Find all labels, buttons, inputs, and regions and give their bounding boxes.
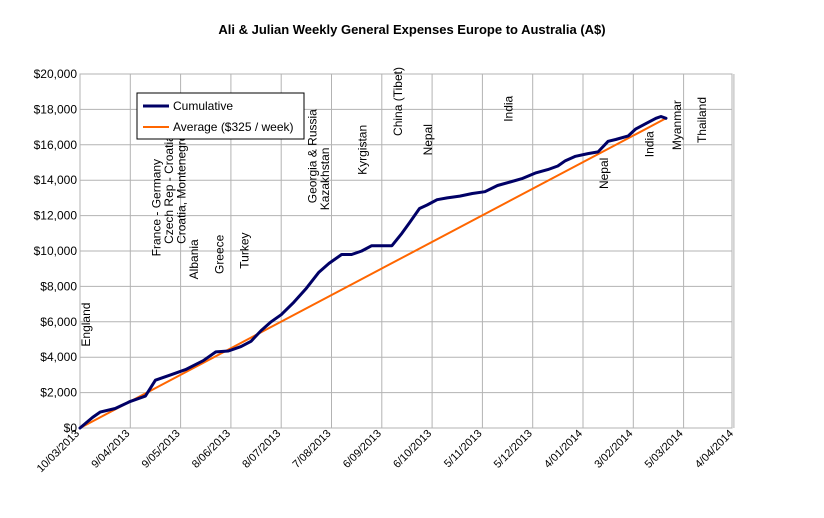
country-label: Czech Rep - Croatia [162, 135, 176, 244]
x-tick-label: 4/01/2014 [542, 428, 585, 471]
chart-title: Ali & Julian Weekly General Expenses Eur… [218, 22, 605, 37]
y-tick-label: $20,000 [34, 67, 78, 81]
x-tick-label: 10/03/2013 [35, 428, 82, 475]
y-tick-label: $0 [64, 421, 78, 435]
y-tick-label: $10,000 [34, 244, 78, 258]
x-tick-label: 9/04/2013 [89, 428, 132, 471]
y-tick-label: $16,000 [34, 138, 78, 152]
x-tick-label: 6/09/2013 [341, 428, 384, 471]
country-label: China (Tibet) [391, 67, 405, 136]
legend: Cumulative Average ($325 / week) [136, 92, 305, 140]
country-label: Kazakhstan [318, 148, 332, 211]
y-tick-label: $6,000 [40, 315, 77, 329]
country-label: Kyrgistan [356, 125, 370, 175]
average-line [79, 117, 667, 429]
x-tick-label: 8/06/2013 [190, 428, 233, 471]
country-label: India [502, 95, 516, 121]
x-tick-label: 5/03/2014 [643, 428, 686, 471]
x-tick-label: 7/08/2013 [291, 428, 334, 471]
x-tick-label: 6/10/2013 [391, 428, 434, 471]
country-label: France - Germany [149, 159, 163, 256]
legend-label-average: Average ($325 / week) [173, 120, 294, 134]
legend-label-cumulative: Cumulative [173, 99, 233, 113]
y-axis: $0 $2,000 $4,000 $6,000 $8,000 $10,000 $12,000… [34, 67, 78, 435]
country-label: Albania [187, 239, 201, 279]
x-tick-label: 9/05/2013 [140, 428, 183, 471]
country-label: Nepal [597, 158, 611, 189]
x-tick-label: 3/02/2014 [592, 428, 635, 471]
country-label: Greece [212, 234, 226, 274]
x-tick-label: 5/12/2013 [492, 428, 535, 471]
y-tick-label: $8,000 [40, 279, 77, 293]
y-tick-label: $14,000 [34, 173, 78, 187]
y-tick-label: $12,000 [34, 209, 78, 223]
x-tick-label: 5/11/2013 [442, 428, 485, 471]
x-tick-label: 8/07/2013 [240, 428, 283, 471]
cumulative-line [78, 115, 668, 430]
country-label: England [79, 303, 93, 347]
y-tick-label: $4,000 [40, 350, 77, 364]
series-group [78, 115, 668, 430]
country-label: Turkey [238, 232, 252, 268]
country-label: Nepal [421, 124, 435, 155]
grid [79, 73, 735, 429]
y-tick-label: $2,000 [40, 386, 77, 400]
legend-box [136, 92, 305, 140]
x-axis: 10/03/2013 9/04/2013 9/05/2013 8/06/2013 8/0… [35, 428, 736, 475]
x-tick-label: 4/04/2014 [693, 428, 736, 471]
y-tick-label: $18,000 [34, 102, 78, 116]
country-label: Myanmar [670, 100, 684, 150]
country-label: India [642, 131, 656, 157]
country-label: Croatia, Montenegro [175, 134, 189, 244]
country-label: Georgia & Russia [305, 109, 319, 203]
country-label: Thailand [695, 97, 709, 143]
